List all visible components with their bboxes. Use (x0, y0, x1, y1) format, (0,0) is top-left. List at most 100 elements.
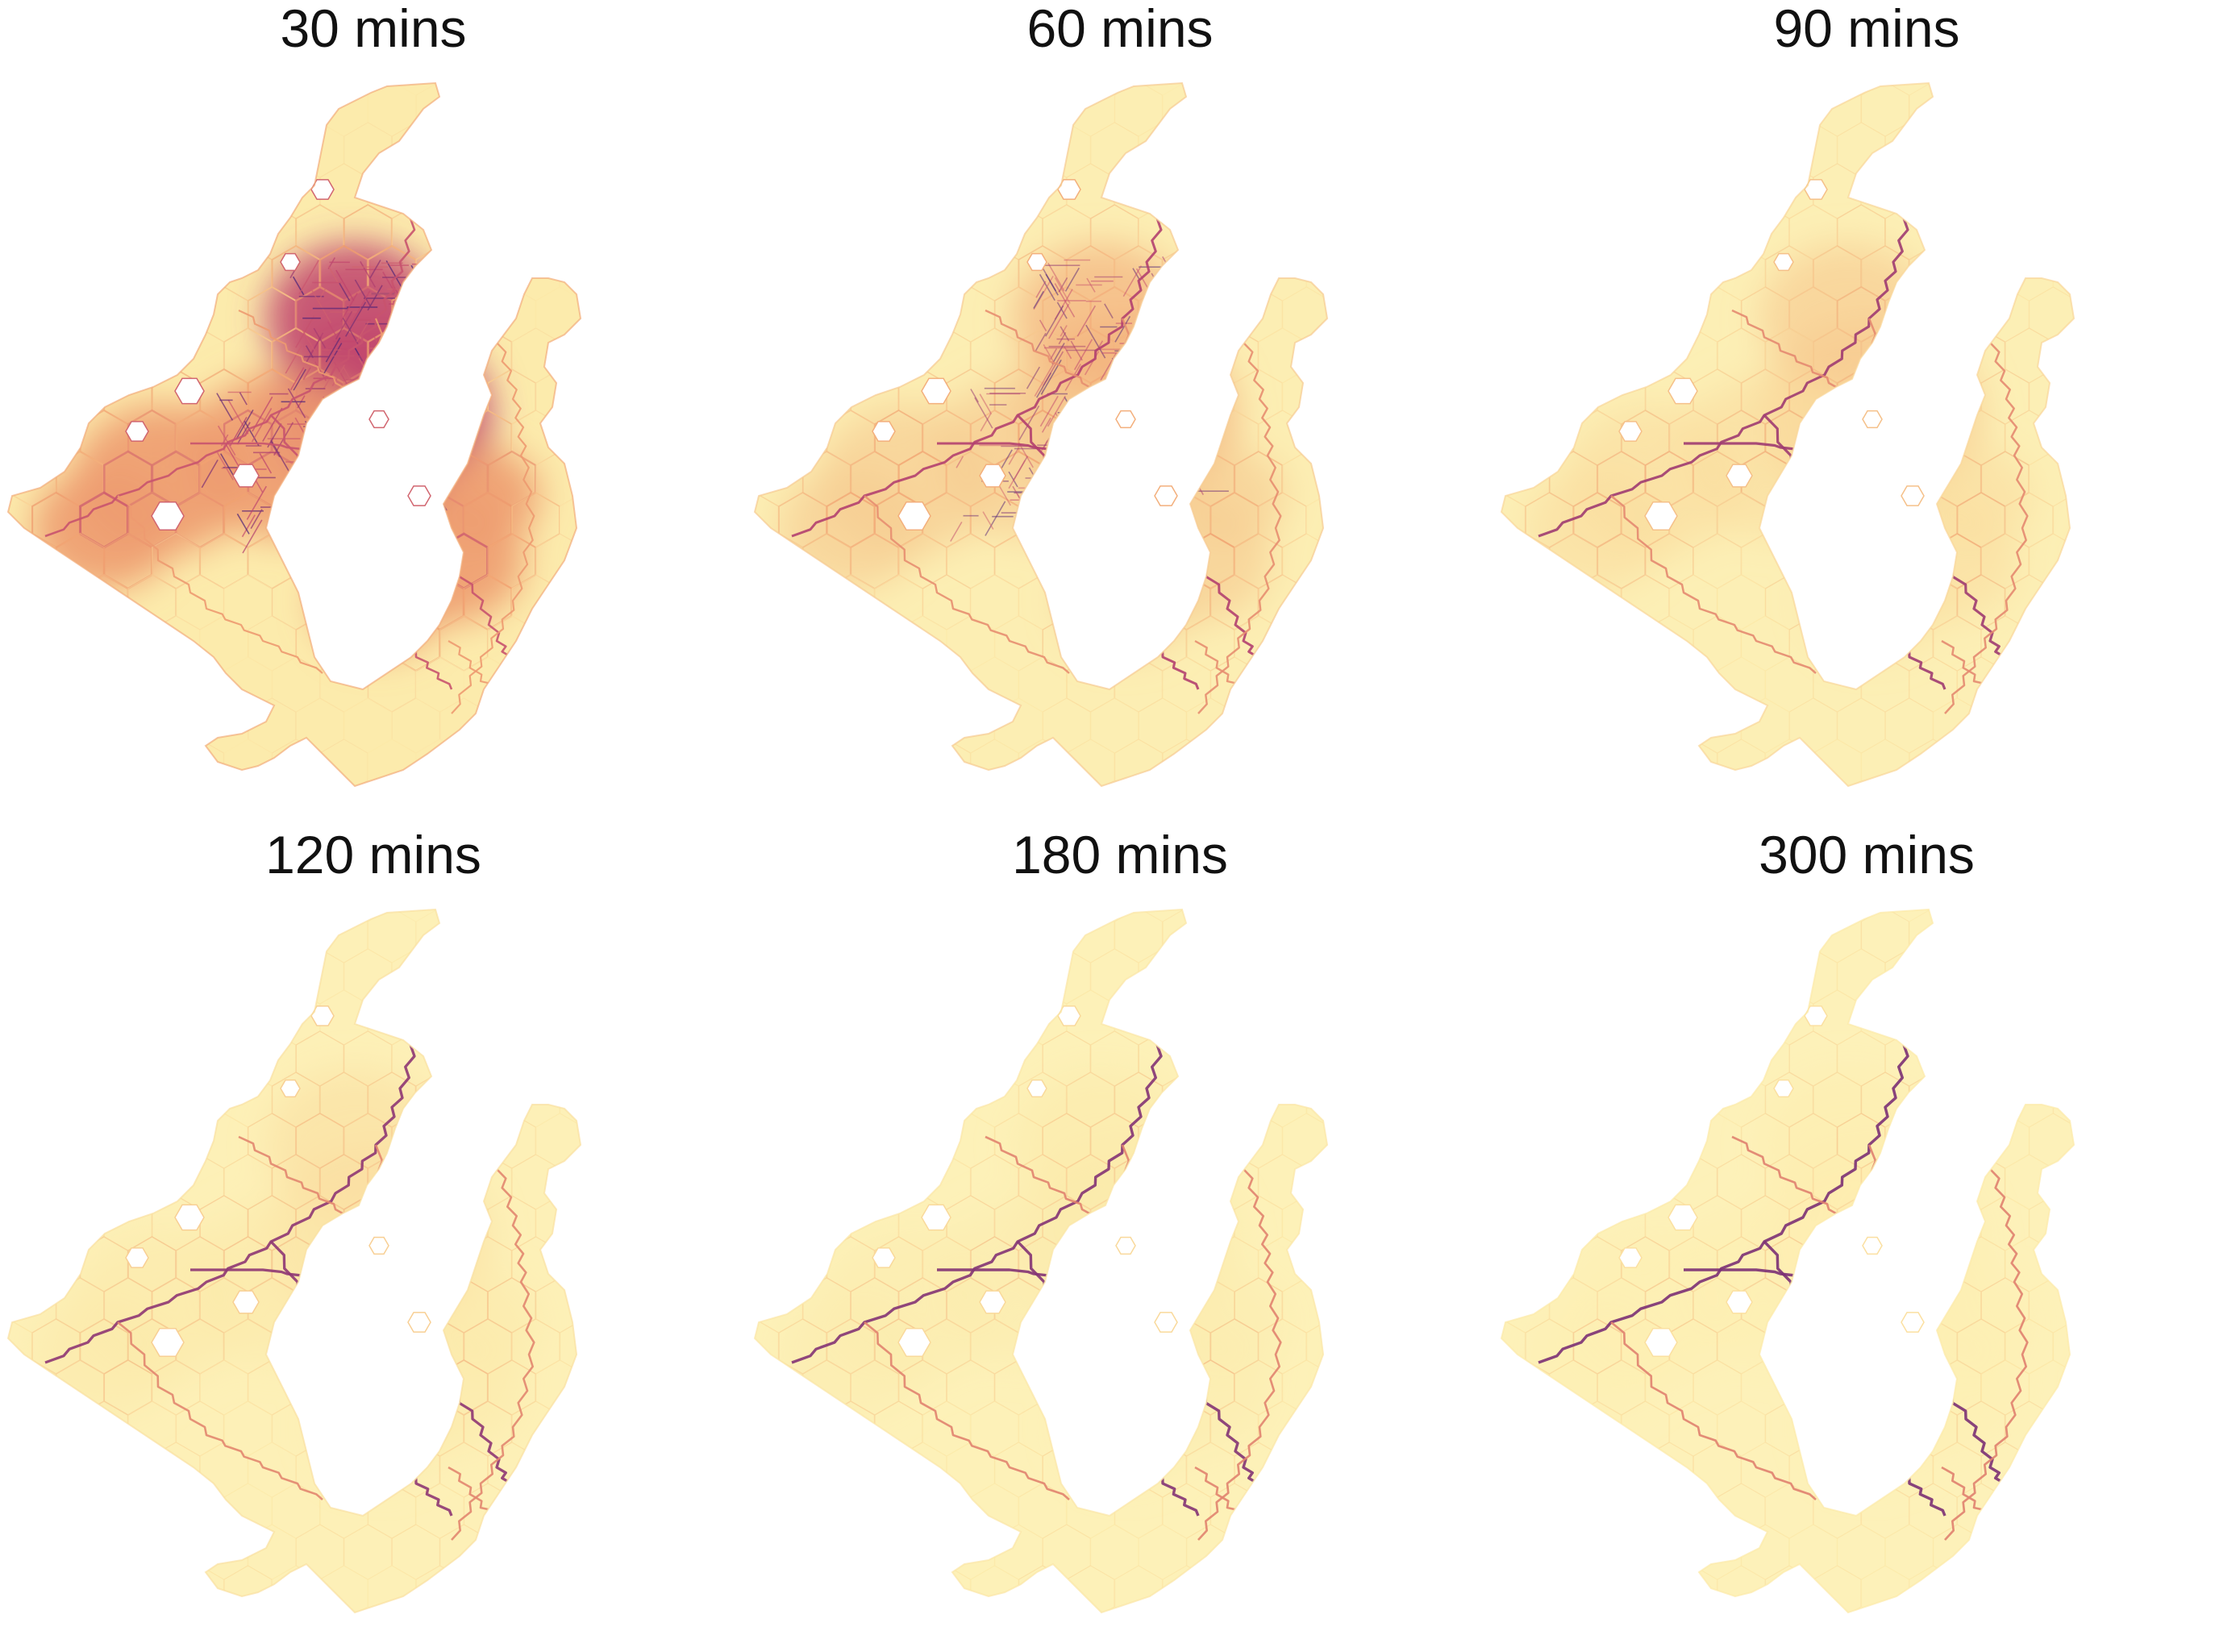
hex-cell (391, 368, 441, 426)
mesh-segment (1041, 417, 1051, 433)
mesh-segment (419, 335, 434, 359)
corridor-line (117, 1321, 323, 1500)
hex-cell (584, 1442, 631, 1497)
gap-hole (407, 485, 431, 506)
hex-cell (1501, 1524, 1550, 1580)
hex-cell (704, 739, 747, 794)
hex-cell (1089, 532, 1139, 590)
hex-cell (2077, 1442, 2125, 1497)
hex-cell (2221, 1031, 2240, 1086)
hex-cell (2221, 616, 2240, 671)
mesh-segment (1085, 511, 1101, 537)
hex-cell (680, 949, 727, 1004)
hex-cell (1861, 1565, 1909, 1612)
hex-cell (850, 1030, 899, 1087)
hex-cell (223, 83, 273, 137)
gap-hole (368, 1236, 389, 1255)
hex-cell (2221, 534, 2240, 589)
hex-cell (632, 1360, 680, 1415)
hex-cell (560, 1565, 581, 1612)
hex-cell (80, 245, 128, 302)
hex-cell (2173, 1360, 2221, 1415)
hex-cell (1813, 409, 1862, 467)
hex-cell (2126, 698, 2173, 753)
gap-hole (407, 1312, 431, 1333)
hex-cell (56, 615, 105, 672)
mesh-segment (1139, 414, 1161, 450)
mesh-segment (1086, 277, 1096, 293)
hex-cell (1355, 1155, 1402, 1209)
hex-cell (487, 1030, 536, 1087)
hex-cell (1525, 1483, 1574, 1539)
hex-cell (2101, 1155, 2149, 1209)
mesh-segment (1088, 478, 1106, 507)
hex-cell (608, 493, 656, 547)
hex-cell (103, 1442, 152, 1498)
hex-cell (1403, 1566, 1451, 1621)
hex-cell (1501, 245, 1526, 302)
hex-cell (1645, 948, 1694, 1005)
hex-cell (1549, 204, 1598, 260)
hex-cell (755, 948, 803, 1005)
mesh-segment (1106, 473, 1124, 502)
mesh-segment (1160, 348, 1169, 364)
hex-cell (2053, 1400, 2074, 1457)
hex-cell (199, 948, 248, 1005)
mesh-segment (1076, 411, 1093, 439)
gap-hole (897, 1327, 931, 1358)
hex-cell (1597, 697, 1646, 754)
hex-cell (31, 989, 81, 1046)
hex-cell (1355, 1319, 1402, 1374)
gap-hole (1115, 1236, 1136, 1255)
hex-cell (8, 122, 56, 178)
mesh-segment (1039, 319, 1047, 331)
hex-cell (343, 614, 393, 672)
hex-cell (1501, 163, 1526, 219)
hex-cell (80, 327, 128, 384)
hex-cell (560, 83, 581, 137)
mesh-segment (1065, 440, 1085, 472)
hex-cell (1692, 948, 1742, 1005)
hex-cell (2150, 81, 2197, 136)
hex-cell (728, 949, 747, 1004)
hex-cell (728, 1196, 747, 1250)
mesh-segment (1054, 283, 1076, 318)
hex-cell (2150, 164, 2197, 218)
mesh-segment (1164, 362, 1174, 377)
hex-cell (1621, 739, 1670, 786)
hex-cell (1138, 1113, 1187, 1169)
hex-cell (464, 989, 512, 1046)
mesh-segment (345, 302, 367, 337)
hex-cell (755, 163, 779, 219)
hex-cell (1501, 948, 1550, 1005)
hex-cell (1525, 1236, 1574, 1292)
hex-cell (2101, 328, 2149, 383)
hex-cell (1355, 1566, 1402, 1621)
hex-cell (511, 1565, 560, 1612)
gap-hole (1644, 501, 1678, 531)
hex-cell (2197, 1237, 2240, 1292)
gap-hole (151, 501, 185, 531)
mesh-segment (1026, 505, 1039, 525)
hex-cell (1282, 1030, 1327, 1087)
hex-cell (2126, 949, 2173, 1004)
hex-cell (608, 1566, 656, 1621)
hex-cell (1066, 1236, 1115, 1292)
mesh-segment (359, 482, 371, 502)
mesh-segment (1143, 329, 1151, 343)
mesh-segment (1054, 277, 1071, 304)
gap-hole (1862, 410, 1883, 429)
hex-cell (1330, 949, 1378, 1004)
mesh-segment (317, 411, 335, 439)
hex-cell (1355, 246, 1402, 301)
hex-cell (1066, 1318, 1115, 1375)
hex-cell (2173, 1525, 2221, 1579)
hex-cell (826, 739, 875, 786)
hex-cell (1597, 1030, 1646, 1087)
hex-cell (1933, 1113, 1982, 1169)
mesh-segment (1058, 277, 1068, 293)
hex-cell (31, 1400, 81, 1457)
hex-cell (1525, 245, 1574, 302)
hex-cell (1621, 1483, 1670, 1539)
hex-cell (1138, 286, 1188, 343)
